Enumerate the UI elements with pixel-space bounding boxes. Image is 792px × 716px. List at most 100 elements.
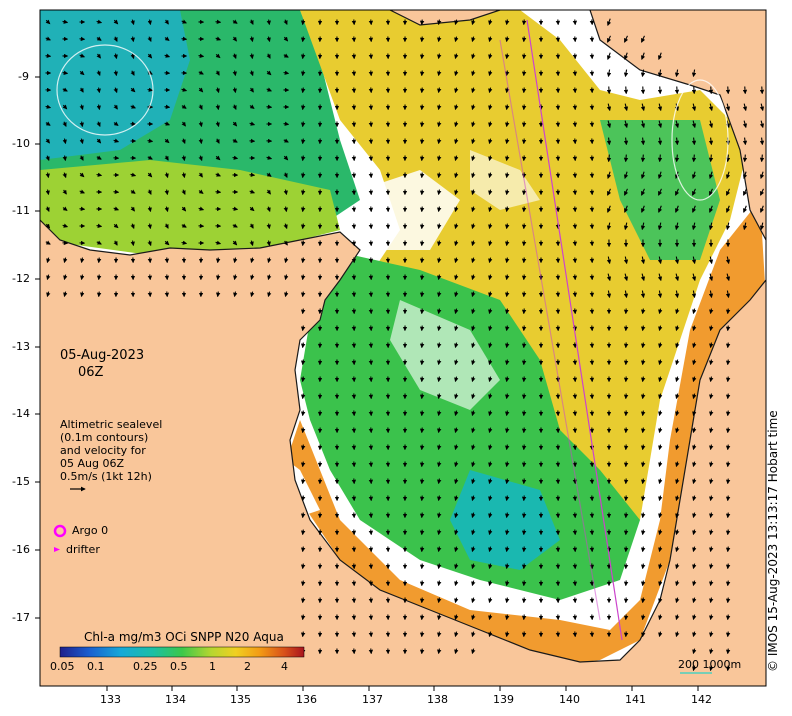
velocity-arrow [267,291,272,298]
velocity-arrow [488,580,493,587]
velocity-arrow [113,70,118,77]
velocity-arrow [623,171,629,180]
velocity-arrow [708,137,714,146]
velocity-arrow [96,87,101,94]
velocity-arrow [419,87,425,94]
velocity-arrow [725,512,731,519]
velocity-arrow [437,223,442,230]
velocity-arrow [658,563,663,570]
lon-label: 140 [559,693,580,706]
velocity-arrow [709,188,714,196]
velocity-arrow [283,53,289,58]
velocity-arrow [691,256,697,265]
velocity-arrow [45,189,50,196]
velocity-arrow [437,240,442,247]
velocity-arrow [283,155,289,161]
velocity-arrow [471,308,476,315]
velocity-arrow [505,444,510,451]
altimetry-note-line: 05 Aug 06Z [60,457,125,470]
velocity-arrow [266,206,271,213]
velocity-arrow [505,291,510,298]
velocity-arrow [300,512,306,519]
scale-bar-label: 200 1000m [678,658,742,671]
velocity-arrow [657,273,663,282]
velocity-arrow [471,614,476,621]
velocity-arrow [674,120,680,129]
velocity-arrow [505,53,510,60]
velocity-arrow [233,291,238,298]
velocity-arrow [658,597,663,604]
lat-label: -16 [12,543,30,556]
velocity-arrow [641,512,646,519]
velocity-arrow [658,393,663,400]
velocity-arrow [759,171,765,180]
velocity-arrow [454,104,459,111]
velocity-arrow [471,206,476,213]
velocity-arrow [692,631,697,638]
velocity-arrow [437,87,442,94]
velocity-arrow [505,546,510,553]
velocity-arrow [505,495,510,502]
velocity-arrow [505,19,510,26]
velocity-arrow [63,274,68,281]
velocity-arrow [624,35,629,43]
velocity-arrow [709,631,714,638]
velocity-arrow [198,87,204,93]
velocity-arrow [725,325,731,332]
velocity-arrow [45,155,50,162]
velocity-arrow [147,206,152,213]
velocity-arrow [249,104,255,109]
velocity-arrow [437,597,442,604]
velocity-arrow [181,155,186,162]
colorbar-tick: 2 [244,660,251,673]
velocity-arrow [488,87,493,94]
velocity-arrow [488,257,493,264]
velocity-arrow [266,189,271,195]
velocity-arrow [437,546,442,553]
velocity-arrow [692,648,697,655]
velocity-arrow [471,172,476,179]
velocity-arrow [437,393,442,400]
velocity-arrow [232,155,239,160]
velocity-arrow [164,104,171,110]
velocity-arrow [471,410,476,417]
velocity-arrow [266,19,271,26]
velocity-arrow [692,512,697,519]
velocity-arrow [96,172,103,177]
velocity-arrow [708,222,714,231]
velocity-arrow [215,274,221,281]
velocity-arrow [437,427,442,434]
velocity-arrow [79,138,84,145]
lat-label: -9 [18,70,29,83]
velocity-arrow [454,376,459,383]
velocity-arrow [437,274,442,281]
velocity-arrow [419,376,425,383]
velocity-arrow [300,444,306,451]
drifter-marker-icon [54,547,60,552]
velocity-arrow [640,256,646,265]
altimetry-note-line: (0.1m contours) [60,431,149,444]
velocity-arrow [437,563,442,570]
velocity-arrow [725,597,731,604]
drifter-legend-label: drifter [66,543,100,556]
velocity-arrow [164,155,169,161]
velocity-arrow [675,631,680,638]
velocity-arrow [113,121,119,126]
velocity-arrow [79,121,84,128]
velocity-arrow [45,121,51,126]
velocity-arrow [675,580,680,587]
velocity-arrow [505,478,510,485]
velocity-arrow [419,206,425,213]
velocity-arrow [759,137,765,146]
velocity-arrow [709,665,714,672]
colorbar-title: Chl-a mg/m3 OCi SNPP N20 Aqua [84,630,284,644]
velocity-arrow [641,342,646,349]
velocity-arrow [743,188,748,196]
velocity-arrow [164,36,170,41]
velocity-arrow [505,87,510,94]
velocity-arrow [641,546,646,553]
velocity-arrow [437,121,442,128]
velocity-arrow [130,70,135,76]
velocity-arrow [80,274,85,281]
velocity-arrow [675,563,680,570]
